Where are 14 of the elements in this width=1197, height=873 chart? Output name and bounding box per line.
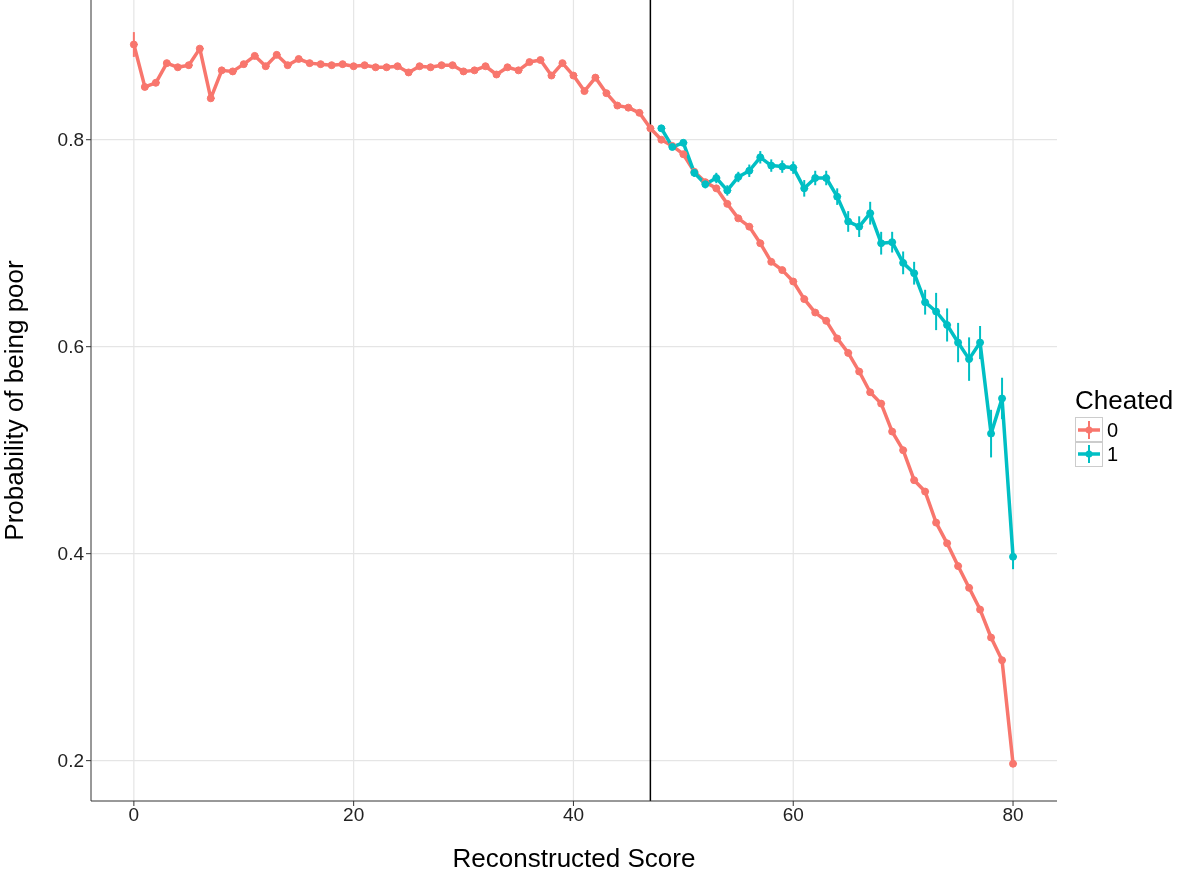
x-tick-label: 80	[1002, 804, 1024, 826]
y-axis-title: Probability of being poor	[0, 259, 30, 541]
x-tick-label: 60	[782, 804, 804, 826]
legend-label: 0	[1107, 418, 1119, 442]
y-tick-label: 0.6	[57, 336, 84, 358]
x-tick-label: 40	[562, 804, 585, 826]
x-tick-label: 20	[343, 804, 365, 826]
x-tick-label: 0	[128, 804, 140, 826]
y-tick-label: 0.2	[57, 750, 84, 772]
x-axis-title: Reconstructed Score	[452, 843, 696, 873]
legend-title: Cheated	[1075, 385, 1174, 416]
y-tick-label: 0.4	[57, 543, 85, 565]
y-tick-label: 0.8	[57, 129, 84, 151]
legend-label: 1	[1107, 442, 1119, 466]
